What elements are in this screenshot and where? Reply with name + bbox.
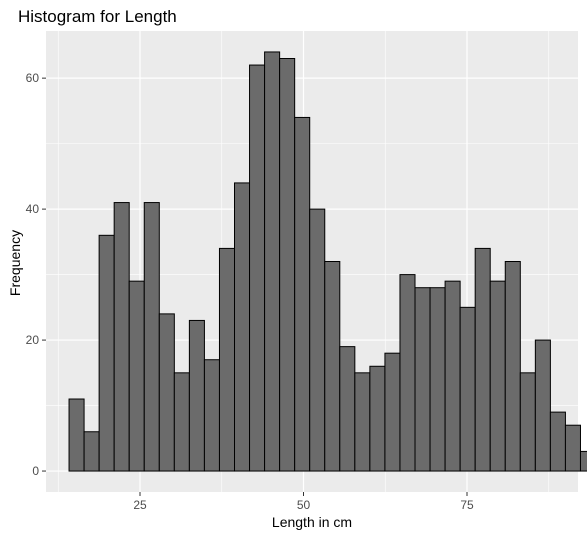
chart-title: Histogram for Length	[18, 7, 177, 26]
y-axis-title: Frequency	[7, 230, 23, 296]
histogram-bar	[158, 313, 175, 472]
histogram-bar	[534, 339, 551, 472]
histogram-bar	[83, 431, 100, 472]
histogram-bar	[128, 280, 145, 472]
histogram-bar	[98, 234, 115, 472]
y-tick-label: 20	[26, 333, 40, 347]
histogram-bar	[324, 261, 341, 472]
histogram-bar	[143, 202, 160, 472]
histogram-bar	[279, 58, 296, 472]
histogram-bar	[489, 280, 506, 472]
histogram-bar	[113, 202, 130, 472]
histogram-bar	[188, 319, 205, 472]
histogram-bars	[68, 51, 587, 472]
histogram-bar	[218, 247, 236, 472]
histogram-bar	[249, 64, 266, 472]
y-tick-label: 40	[26, 202, 40, 216]
histogram-bar	[579, 450, 587, 472]
y-axis: 0 20 40 60	[26, 71, 46, 478]
histogram-bar	[414, 287, 431, 472]
histogram-bar	[429, 287, 446, 472]
histogram-bar	[504, 261, 521, 472]
y-tick-label: 0	[32, 464, 39, 478]
histogram-bar	[444, 280, 461, 472]
histogram-bar	[68, 398, 85, 472]
histogram-bar	[173, 372, 190, 472]
histogram-bar	[399, 274, 416, 472]
x-axis: 25 50 75	[133, 492, 474, 512]
histogram-bar	[234, 182, 251, 472]
histogram-bar	[549, 411, 566, 472]
histogram-bar	[474, 247, 491, 472]
x-tick-label: 75	[460, 498, 474, 512]
histogram-bar	[309, 208, 326, 472]
histogram-bar	[354, 372, 371, 472]
histogram-bar	[369, 365, 386, 472]
histogram-bar	[339, 346, 356, 472]
histogram-bar	[294, 116, 311, 472]
histogram-bar	[203, 359, 220, 472]
x-tick-label: 25	[133, 498, 147, 512]
histogram-bar	[384, 352, 401, 472]
histogram-bar	[519, 372, 536, 472]
histogram-bar	[564, 424, 581, 472]
histogram-bar	[459, 306, 476, 472]
y-tick-label: 60	[26, 71, 40, 85]
x-axis-title: Length in cm	[272, 514, 352, 530]
x-tick-label: 50	[297, 498, 311, 512]
histogram-bar	[264, 51, 281, 472]
